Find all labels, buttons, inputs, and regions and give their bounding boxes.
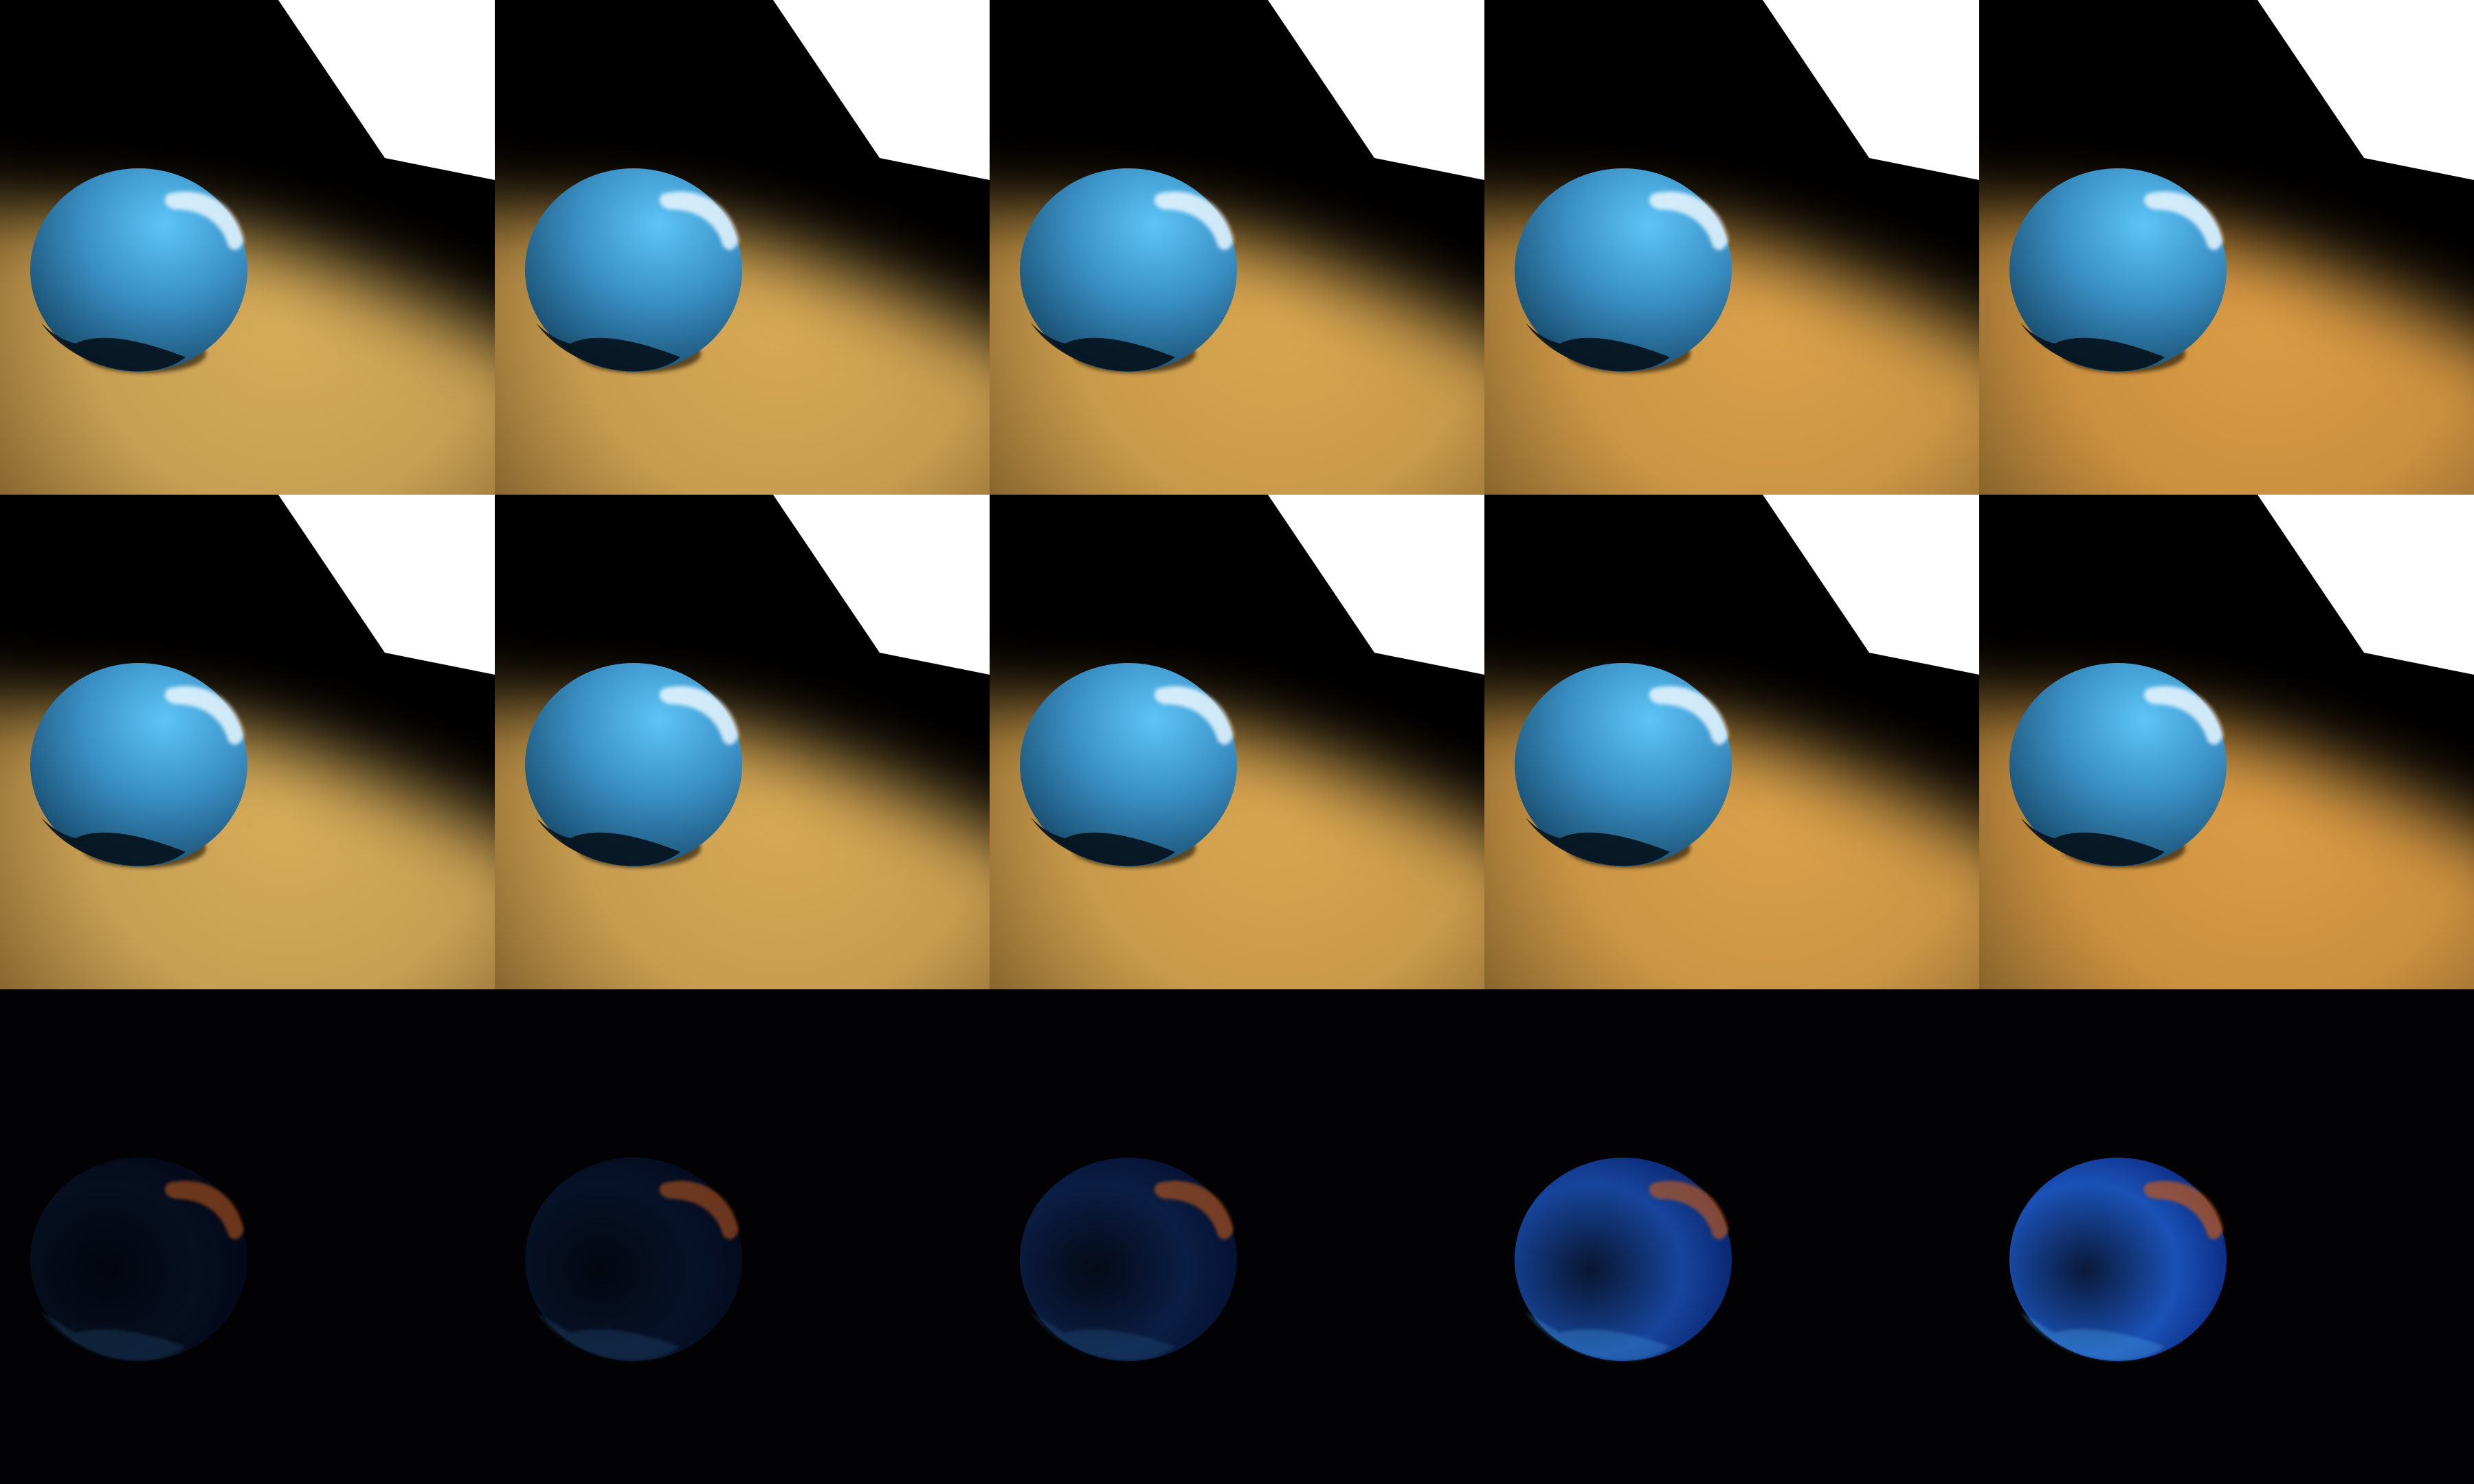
specular-highlight bbox=[1649, 686, 1728, 745]
specular-highlight bbox=[2143, 686, 2223, 745]
white-wall bbox=[278, 495, 495, 675]
render-panel bbox=[495, 0, 990, 495]
sphere-shadow-side bbox=[1526, 323, 1670, 372]
rim-difference bbox=[1031, 1312, 1175, 1361]
sphere-shadow-side bbox=[1526, 818, 1670, 866]
sphere-shadow-side bbox=[2020, 818, 2165, 866]
sphere bbox=[30, 663, 247, 866]
specular-highlight bbox=[1154, 191, 1234, 250]
render-panel bbox=[1979, 0, 2474, 495]
sphere-difference bbox=[30, 1158, 247, 1361]
sphere bbox=[2009, 663, 2227, 866]
sphere-shadow-side bbox=[2020, 323, 2165, 372]
sphere-shadow-side bbox=[1031, 323, 1175, 372]
specular-highlight bbox=[164, 686, 244, 745]
rim-difference bbox=[2020, 1312, 2165, 1361]
render-panel bbox=[990, 0, 1484, 495]
render-panel bbox=[1979, 495, 2474, 989]
white-wall bbox=[1268, 495, 1484, 675]
specular-highlight bbox=[2143, 191, 2223, 250]
specular-highlight bbox=[164, 191, 244, 250]
render-panel bbox=[0, 495, 495, 989]
render-panel bbox=[0, 0, 495, 495]
sphere-difference bbox=[1020, 1158, 1237, 1361]
render-panel bbox=[1484, 0, 1979, 495]
sphere bbox=[525, 168, 742, 372]
sphere-difference bbox=[525, 1158, 742, 1361]
white-wall bbox=[1763, 495, 1979, 675]
white-wall bbox=[278, 0, 495, 180]
white-wall bbox=[2258, 0, 2474, 180]
highlight-difference bbox=[2143, 1180, 2223, 1239]
specular-highlight bbox=[659, 686, 739, 745]
sphere bbox=[2009, 168, 2227, 372]
specular-highlight bbox=[1649, 191, 1728, 250]
rim-difference bbox=[536, 1312, 680, 1361]
sphere bbox=[30, 168, 247, 372]
sphere bbox=[1020, 663, 1237, 866]
white-wall bbox=[2258, 495, 2474, 675]
sphere bbox=[525, 663, 742, 866]
sphere bbox=[1515, 663, 1732, 866]
sphere-shadow-side bbox=[1031, 818, 1175, 866]
render-panel bbox=[495, 495, 990, 989]
difference-panel bbox=[1484, 989, 1979, 1484]
sphere bbox=[1020, 168, 1237, 372]
sphere-shadow-side bbox=[41, 323, 186, 372]
white-wall bbox=[1268, 0, 1484, 180]
sphere-shadow-side bbox=[536, 323, 680, 372]
rim-difference bbox=[41, 1312, 186, 1361]
sphere-difference bbox=[1515, 1158, 1732, 1361]
white-wall bbox=[773, 0, 990, 180]
difference-panel bbox=[495, 989, 990, 1484]
highlight-difference bbox=[1154, 1180, 1234, 1239]
white-wall bbox=[773, 495, 990, 675]
sphere bbox=[1515, 168, 1732, 372]
difference-panel bbox=[1979, 989, 2474, 1484]
render-panel bbox=[990, 495, 1484, 989]
render-panel bbox=[1484, 495, 1979, 989]
white-wall bbox=[1763, 0, 1979, 180]
specular-highlight bbox=[1154, 686, 1234, 745]
specular-highlight bbox=[659, 191, 739, 250]
rim-difference bbox=[1526, 1312, 1670, 1361]
highlight-difference bbox=[659, 1180, 739, 1239]
sphere-shadow-side bbox=[41, 818, 186, 866]
difference-panel bbox=[990, 989, 1484, 1484]
sphere-difference bbox=[2009, 1158, 2227, 1361]
highlight-difference bbox=[164, 1180, 244, 1239]
highlight-difference bbox=[1649, 1180, 1728, 1239]
difference-panel bbox=[0, 989, 495, 1484]
sphere-shadow-side bbox=[536, 818, 680, 866]
